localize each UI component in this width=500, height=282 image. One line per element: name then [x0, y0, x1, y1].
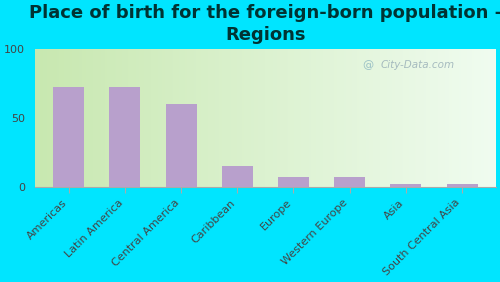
Bar — [166, 104, 196, 187]
Title: Place of birth for the foreign-born population -
Regions: Place of birth for the foreign-born popu… — [29, 4, 500, 44]
Text: @: @ — [362, 60, 374, 70]
Bar — [446, 184, 478, 187]
Bar — [222, 166, 252, 187]
Bar — [110, 87, 140, 187]
Bar — [278, 177, 309, 187]
Bar — [390, 184, 422, 187]
Bar — [53, 87, 84, 187]
Bar — [334, 177, 365, 187]
Text: City-Data.com: City-Data.com — [380, 60, 454, 70]
